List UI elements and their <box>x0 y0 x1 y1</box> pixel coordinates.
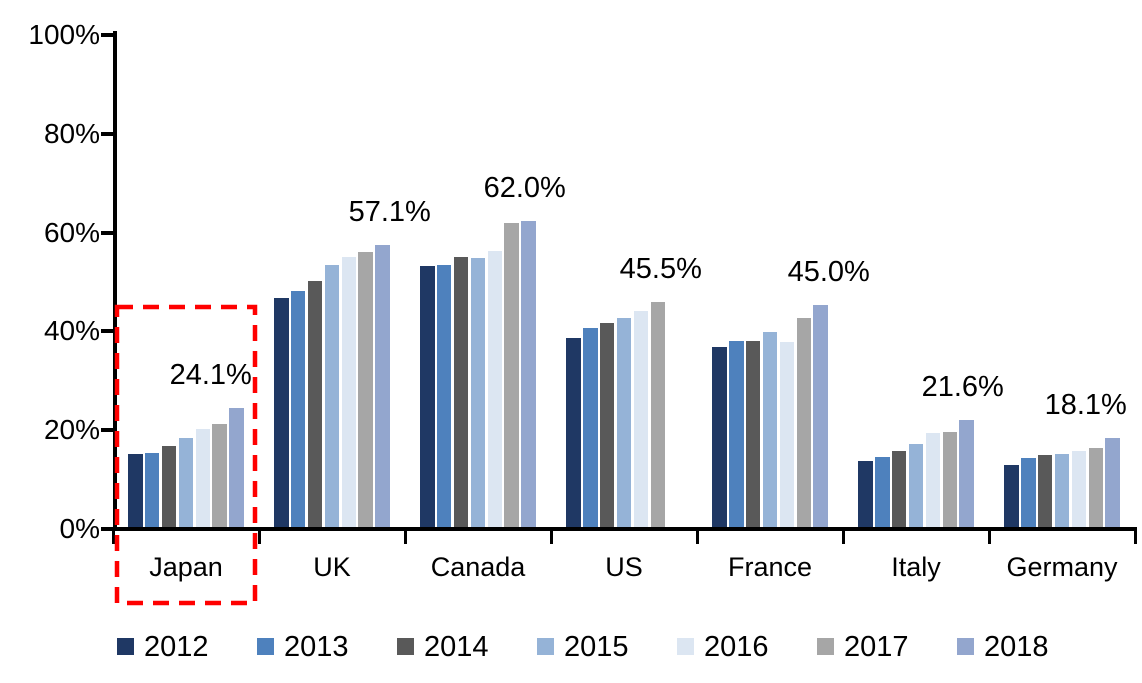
legend-label-2013: 2013 <box>284 631 349 663</box>
legend-swatch-2012 <box>117 638 134 655</box>
data-label-japan: 24.1% <box>169 358 252 391</box>
category-label-germany: Germany <box>1006 552 1118 582</box>
bar-us-2013 <box>582 328 598 527</box>
bar-france-2012 <box>712 346 727 527</box>
bar-japan-2017 <box>212 424 228 527</box>
data-label-italy: 21.6% <box>921 371 1004 404</box>
bar-uk-2012 <box>273 298 289 527</box>
x-axis-line <box>113 527 1137 531</box>
legend-label-2015: 2015 <box>564 631 629 663</box>
x-tick <box>1134 531 1137 544</box>
x-tick <box>842 531 845 544</box>
bar-germany-2016 <box>1071 450 1087 527</box>
bar-uk-2014 <box>307 280 323 527</box>
legend-label-2014: 2014 <box>424 631 489 663</box>
bar-uk-2015 <box>324 264 340 527</box>
data-label-us: 45.5% <box>619 253 702 286</box>
category-label-japan: Japan <box>149 552 223 582</box>
legend-swatch-2014 <box>397 638 414 655</box>
data-label-uk: 57.1% <box>348 195 431 228</box>
legend-swatch-2017 <box>817 638 834 655</box>
bar-uk-2017 <box>358 251 374 527</box>
legend-swatch-2013 <box>257 638 274 655</box>
bar-uk-2018 <box>375 244 390 527</box>
bar-canada-2012 <box>419 266 435 527</box>
category-label-us: US <box>605 552 643 582</box>
bar-us-2016 <box>633 311 649 527</box>
bar-japan-2012 <box>128 453 143 527</box>
bar-germany-2014 <box>1037 455 1053 527</box>
category-label-france: France <box>727 552 813 582</box>
bar-uk-2016 <box>341 257 357 527</box>
legend-swatch-2018 <box>957 638 974 655</box>
bar-japan-2013 <box>144 452 160 527</box>
legend-label-2012: 2012 <box>144 631 209 663</box>
bar-italy-2013 <box>874 456 890 527</box>
bar-canada-2017 <box>504 223 520 527</box>
bar-france-2017 <box>796 317 812 527</box>
bar-italy-2017 <box>942 432 958 527</box>
category-label-uk: UK <box>313 552 351 582</box>
legend-label-2018: 2018 <box>984 631 1049 663</box>
y-axis-label: 80% <box>43 117 100 149</box>
bar-germany-2012 <box>1004 464 1019 527</box>
category-label-italy: Italy <box>891 552 941 582</box>
bar-canada-2018 <box>521 220 537 527</box>
bar-us-2014 <box>599 323 615 527</box>
y-axis-label: 0% <box>59 513 100 544</box>
legend-swatch-2016 <box>677 638 694 655</box>
bar-italy-2016 <box>925 433 941 527</box>
bar-france-2015 <box>762 332 778 527</box>
legend-label-2017: 2017 <box>844 631 909 663</box>
data-label-germany: 18.1% <box>1044 388 1127 421</box>
x-tick <box>112 531 115 544</box>
bar-canada-2014 <box>453 256 469 527</box>
bar-italy-2015 <box>908 443 924 527</box>
x-tick <box>550 531 553 544</box>
x-tick <box>404 531 407 544</box>
y-tick-20% <box>101 428 113 433</box>
y-tick-60% <box>101 230 113 235</box>
bar-japan-2016 <box>195 429 211 527</box>
bar-france-2016 <box>779 341 795 528</box>
y-axis-label: 100% <box>28 19 100 50</box>
bar-germany-2015 <box>1054 453 1070 527</box>
bar-uk-2013 <box>290 291 306 527</box>
bar-germany-2013 <box>1020 457 1036 527</box>
bar-france-2013 <box>728 340 744 527</box>
y-tick-40% <box>101 329 113 334</box>
bar-us-2012 <box>566 337 581 527</box>
bar-canada-2013 <box>436 264 452 527</box>
bar-us-2015 <box>616 318 632 527</box>
y-axis-label: 20% <box>43 414 100 446</box>
bar-italy-2014 <box>891 450 907 527</box>
x-tick <box>988 531 991 544</box>
y-axis-line <box>113 31 117 531</box>
data-label-france: 45.0% <box>787 255 870 288</box>
category-label-canada: Canada <box>430 552 526 582</box>
bar-italy-2018 <box>959 420 975 527</box>
data-label-canada: 62.0% <box>483 171 566 204</box>
bar-japan-2018 <box>229 407 244 527</box>
y-tick-100% <box>101 33 113 37</box>
bar-germany-2017 <box>1088 448 1104 527</box>
bar-germany-2018 <box>1105 437 1121 527</box>
x-tick <box>696 531 699 544</box>
bar-canada-2015 <box>470 258 486 527</box>
bar-us-2017 <box>650 302 666 527</box>
legend-swatch-2015 <box>537 638 554 655</box>
bar-japan-2014 <box>161 445 177 527</box>
bar-canada-2016 <box>487 250 503 527</box>
y-tick-0% <box>101 527 113 531</box>
legend-label-2016: 2016 <box>704 631 769 663</box>
y-tick-80% <box>101 131 113 136</box>
bar-italy-2012 <box>858 461 873 527</box>
bar-france-2018 <box>813 304 829 527</box>
x-tick <box>258 531 261 544</box>
y-axis-label: 60% <box>43 216 100 248</box>
bar-france-2014 <box>745 340 761 527</box>
bar-japan-2015 <box>178 438 194 527</box>
y-axis-label: 40% <box>43 315 100 347</box>
